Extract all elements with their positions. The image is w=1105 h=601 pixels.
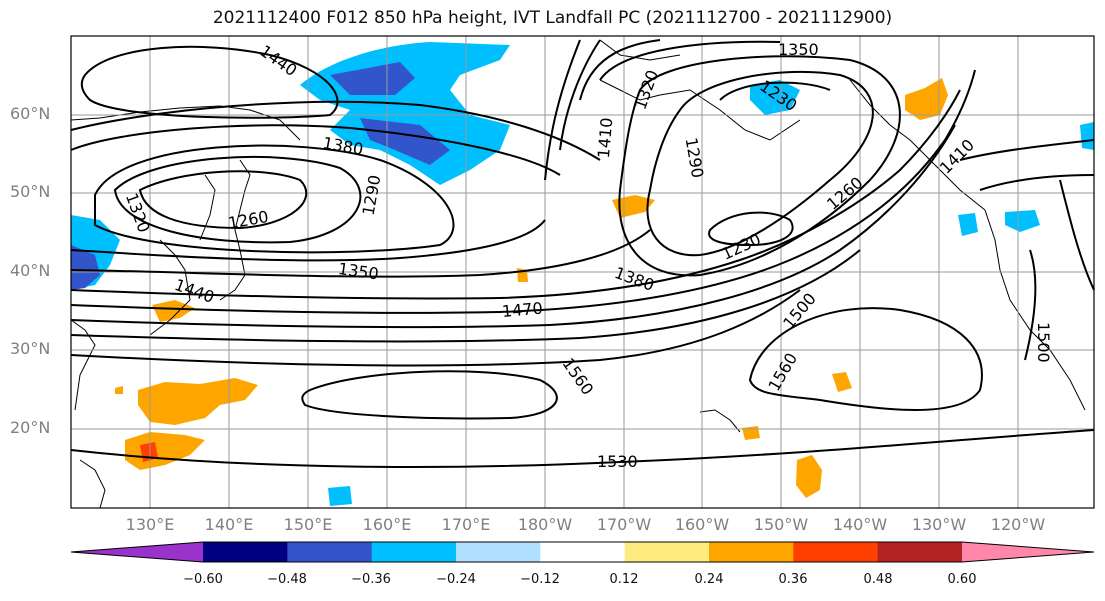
colorbar-extend-high bbox=[962, 542, 1094, 562]
lat-label: 20°N bbox=[10, 418, 51, 437]
colorbar bbox=[70, 541, 1095, 563]
graticule bbox=[71, 36, 1094, 508]
lon-label: 160°E bbox=[362, 515, 412, 534]
lon-label: 130°E bbox=[125, 515, 175, 534]
lon-label: 140°W bbox=[832, 515, 888, 534]
colorbar-tick-label: 0.60 bbox=[947, 572, 977, 587]
map-frame bbox=[70, 35, 1095, 509]
colorbar-segment bbox=[793, 542, 879, 562]
ivt-positive-shading bbox=[115, 78, 948, 498]
contour-label: 1350 bbox=[778, 40, 819, 59]
colorbar-segment bbox=[877, 542, 963, 562]
colorbar-tick-label: 0.24 bbox=[694, 572, 724, 587]
lat-label: 50°N bbox=[10, 182, 51, 201]
colorbar-tick-label: 0.36 bbox=[778, 572, 808, 587]
colorbar-outline bbox=[70, 541, 1095, 563]
lon-label: 180°W bbox=[517, 515, 573, 534]
lon-label: 160°W bbox=[674, 515, 730, 534]
colorbar-segment bbox=[709, 542, 794, 562]
colorbar-segment bbox=[371, 542, 457, 562]
colorbar-segment bbox=[540, 542, 626, 562]
lat-label: 30°N bbox=[10, 339, 51, 358]
colorbar-segment bbox=[203, 542, 288, 562]
colorbar-segment bbox=[456, 542, 541, 562]
colorbar-tick-label: −0.60 bbox=[183, 572, 223, 587]
colorbar-segment bbox=[287, 542, 373, 562]
lon-label: 170°W bbox=[596, 515, 652, 534]
contour-label: 1410 bbox=[594, 117, 616, 159]
coastlines bbox=[70, 39, 1086, 509]
contour-label: 1530 bbox=[597, 452, 638, 471]
contour-label: 1500 bbox=[1034, 322, 1053, 363]
colorbar-extend-low bbox=[71, 542, 203, 562]
lon-label: 130°W bbox=[911, 515, 967, 534]
lat-label: 40°N bbox=[10, 261, 51, 280]
lon-label: 150°E bbox=[283, 515, 333, 534]
colorbar-tick-label: −0.24 bbox=[436, 572, 476, 587]
lon-label: 150°W bbox=[753, 515, 809, 534]
colorbar-tick-label: 0.48 bbox=[863, 572, 893, 587]
lon-label: 140°E bbox=[204, 515, 254, 534]
lon-label: 120°W bbox=[990, 515, 1046, 534]
lon-label: 170°E bbox=[441, 515, 491, 534]
colorbar-segment bbox=[624, 542, 710, 562]
map-title: 2021112400 F012 850 hPa height, IVT Land… bbox=[212, 8, 893, 28]
height-contours bbox=[70, 39, 1095, 468]
ivt-negative-shading bbox=[71, 42, 1094, 506]
contour-label: 1470 bbox=[501, 298, 543, 320]
lat-label: 60°N bbox=[10, 104, 51, 123]
colorbar-tick-label: −0.48 bbox=[267, 572, 307, 587]
colorbar-tick-label: −0.36 bbox=[351, 572, 391, 587]
colorbar-tick-label: 0.12 bbox=[609, 572, 639, 587]
colorbar-tick-label: −0.12 bbox=[520, 572, 560, 587]
